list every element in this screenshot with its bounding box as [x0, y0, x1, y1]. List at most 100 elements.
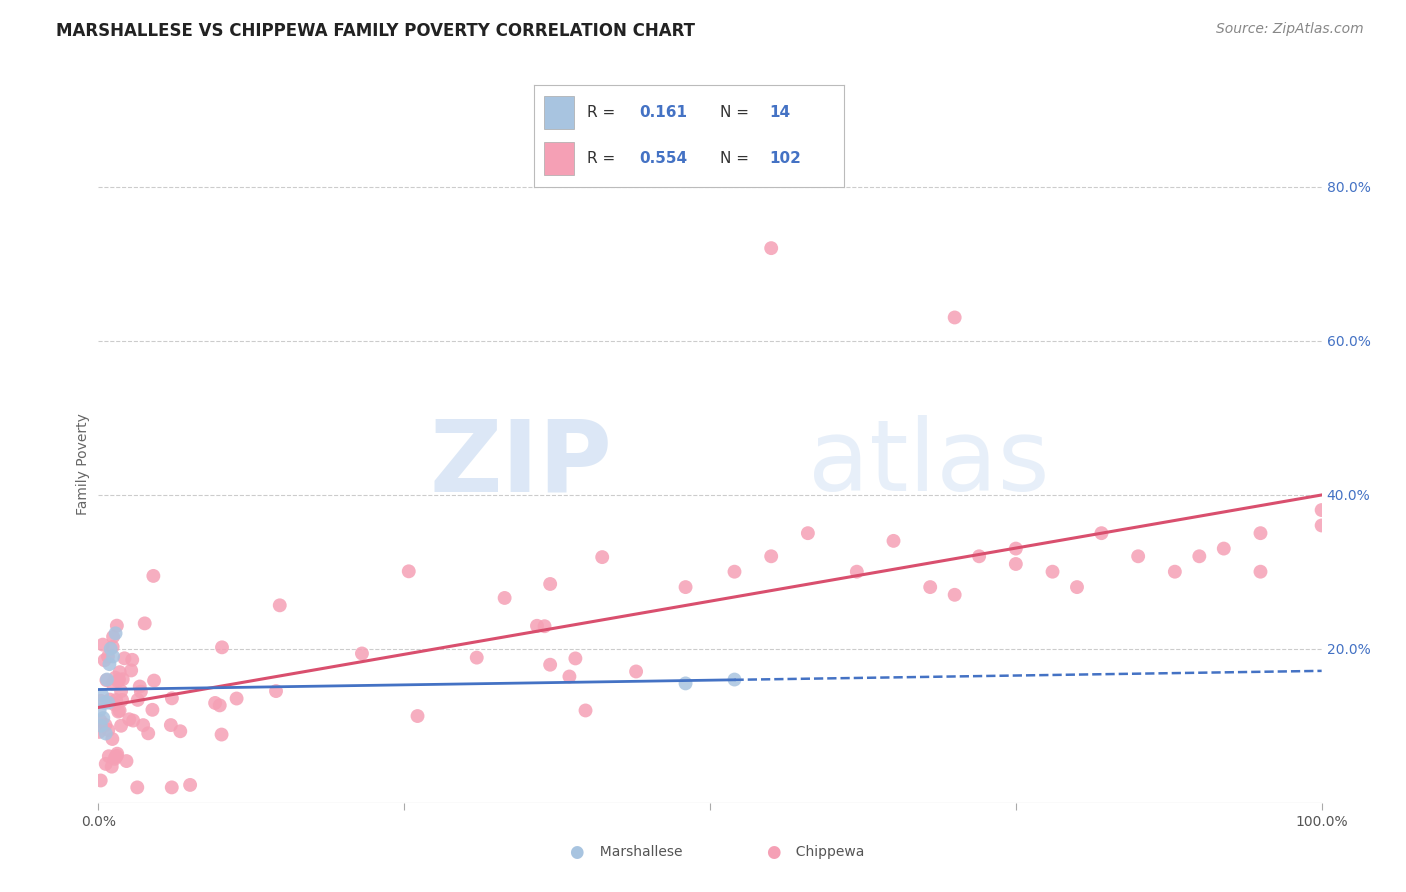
- Point: [1090, 526, 1112, 541]
- Point: [142, 569, 165, 583]
- Point: [96, 673, 118, 687]
- Point: [97, 749, 120, 764]
- Point: [105, 618, 128, 632]
- Text: 14: 14: [769, 105, 790, 120]
- Point: [101, 640, 124, 654]
- Point: [132, 718, 155, 732]
- Point: [1249, 526, 1271, 541]
- Point: [90, 773, 112, 788]
- Point: [110, 684, 132, 698]
- Point: [111, 672, 134, 686]
- Point: [96, 673, 118, 688]
- Point: [208, 698, 231, 713]
- Point: [128, 680, 150, 694]
- Point: [90, 694, 112, 708]
- Point: [943, 588, 966, 602]
- Point: [1310, 503, 1333, 517]
- Text: 102: 102: [769, 151, 801, 166]
- Point: [1004, 541, 1026, 556]
- Point: [105, 693, 128, 707]
- Point: [160, 780, 183, 795]
- Point: [89, 725, 111, 739]
- Point: [110, 719, 132, 733]
- Text: R =: R =: [586, 151, 620, 166]
- Point: [225, 691, 247, 706]
- Point: [97, 649, 120, 664]
- Point: [121, 653, 143, 667]
- Point: [93, 696, 115, 710]
- Point: [101, 677, 124, 691]
- Bar: [544, 96, 575, 128]
- Point: [108, 673, 131, 687]
- Text: Marshallese: Marshallese: [591, 845, 682, 859]
- Point: [111, 693, 134, 707]
- Point: [1042, 565, 1064, 579]
- Point: [398, 564, 420, 578]
- Point: [591, 550, 613, 565]
- Text: atlas: atlas: [808, 416, 1049, 512]
- Point: [120, 664, 142, 678]
- Point: [104, 626, 127, 640]
- Point: [127, 693, 149, 707]
- Point: [141, 703, 163, 717]
- Y-axis label: Family Poverty: Family Poverty: [76, 413, 90, 515]
- Point: [883, 533, 905, 548]
- Point: [136, 726, 159, 740]
- Point: [675, 580, 697, 594]
- Point: [94, 756, 117, 771]
- Point: [179, 778, 201, 792]
- Text: ●: ●: [569, 843, 583, 861]
- Point: [94, 718, 117, 732]
- Point: [104, 698, 127, 712]
- Point: [104, 750, 127, 764]
- Point: [160, 691, 183, 706]
- Point: [538, 657, 561, 672]
- Point: [1212, 541, 1234, 556]
- Point: [160, 718, 183, 732]
- Point: [100, 759, 122, 773]
- Point: [108, 704, 131, 718]
- Point: [107, 705, 129, 719]
- Point: [105, 748, 128, 763]
- Text: Chippewa: Chippewa: [787, 845, 865, 859]
- Point: [107, 673, 129, 688]
- Point: [967, 549, 990, 564]
- Point: [108, 665, 131, 680]
- Point: [89, 703, 111, 717]
- Point: [118, 712, 141, 726]
- Point: [533, 619, 555, 633]
- Point: [91, 688, 114, 702]
- Point: [127, 780, 149, 795]
- Point: [269, 599, 291, 613]
- Point: [101, 649, 124, 664]
- Point: [211, 640, 233, 655]
- Point: [94, 726, 117, 740]
- Point: [538, 577, 561, 591]
- Point: [723, 673, 745, 687]
- Point: [1004, 557, 1026, 571]
- Point: [101, 630, 124, 644]
- Point: [526, 619, 548, 633]
- Point: [112, 651, 135, 665]
- Text: 0.554: 0.554: [640, 151, 688, 166]
- Point: [90, 719, 112, 733]
- Point: [723, 565, 745, 579]
- Point: [624, 665, 647, 679]
- Point: [204, 696, 226, 710]
- Point: [1188, 549, 1211, 564]
- Point: [97, 696, 120, 710]
- Point: [101, 731, 124, 746]
- Point: [574, 703, 596, 717]
- Text: Source: ZipAtlas.com: Source: ZipAtlas.com: [1216, 22, 1364, 37]
- Point: [761, 241, 783, 255]
- Point: [920, 580, 942, 594]
- Point: [91, 638, 114, 652]
- Point: [211, 727, 233, 741]
- Point: [104, 671, 127, 685]
- Point: [115, 754, 138, 768]
- Point: [97, 723, 120, 737]
- Point: [98, 692, 121, 706]
- Point: [143, 673, 166, 688]
- Text: 0.161: 0.161: [640, 105, 688, 120]
- Point: [1128, 549, 1150, 564]
